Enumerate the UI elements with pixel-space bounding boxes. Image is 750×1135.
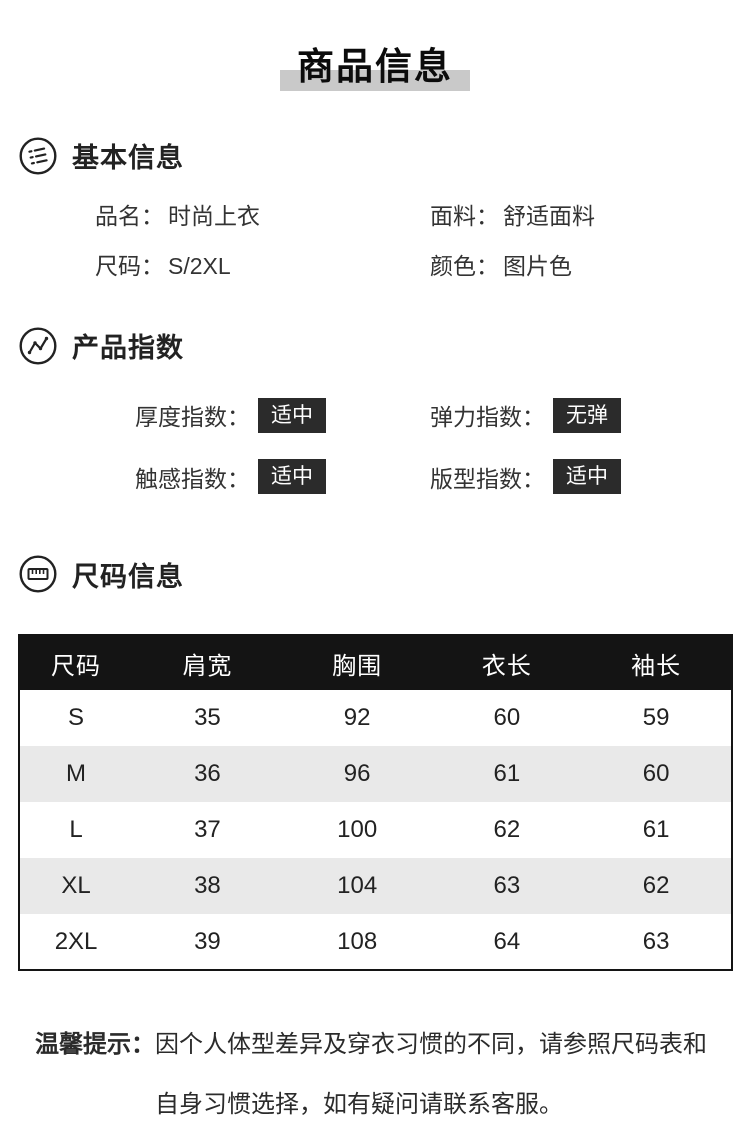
touch-badge: 适中 bbox=[258, 459, 326, 494]
table-cell: 96 bbox=[282, 746, 432, 802]
warm-tips-text: 因个人体型差异及穿衣习惯的不同，请参照尺码表和自身习惯选择，如有疑问请联系客服。 bbox=[155, 1015, 720, 1135]
field-product-name: 品名： 时尚上衣 bbox=[95, 202, 430, 232]
table-cell: 100 bbox=[282, 802, 432, 858]
product-index-heading: 产品指数 bbox=[72, 326, 184, 365]
table-cell: 36 bbox=[133, 746, 283, 802]
table-cell: 62 bbox=[432, 802, 582, 858]
field-size-range: 尺码： S/2XL bbox=[95, 252, 430, 282]
field-label: 弹力指数： bbox=[430, 398, 545, 432]
field-label: 触感指数： bbox=[135, 460, 250, 494]
table-cell: 62 bbox=[582, 858, 732, 914]
size-table-head: 尺码 肩宽 胸围 衣长 袖长 bbox=[19, 635, 732, 690]
table-cell: 104 bbox=[282, 858, 432, 914]
column-header-shoulder: 肩宽 bbox=[133, 635, 283, 690]
field-elasticity-index: 弹力指数： 无弹 bbox=[430, 398, 750, 433]
column-header-bust: 胸围 bbox=[282, 635, 432, 690]
warm-tips: 温馨提示： 因个人体型差异及穿衣习惯的不同，请参照尺码表和自身习惯选择，如有疑问… bbox=[0, 1015, 750, 1135]
field-fit-index: 版型指数： 适中 bbox=[430, 459, 750, 494]
field-label: 版型指数： bbox=[430, 460, 545, 494]
field-color: 颜色： 图片色 bbox=[430, 252, 750, 282]
table-cell: 63 bbox=[432, 858, 582, 914]
fit-badge: 适中 bbox=[553, 459, 621, 494]
field-value: 舒适面料 bbox=[503, 202, 595, 232]
thickness-badge: 适中 bbox=[258, 398, 326, 433]
table-row-l: L 37 100 62 61 bbox=[19, 802, 732, 858]
table-row-s: S 35 92 60 59 bbox=[19, 690, 732, 746]
table-cell: 108 bbox=[282, 914, 432, 970]
elasticity-badge: 无弹 bbox=[553, 398, 621, 433]
table-cell: 61 bbox=[432, 746, 582, 802]
size-table-header-row: 尺码 肩宽 胸围 衣长 袖长 bbox=[19, 635, 732, 690]
size-table: 尺码 肩宽 胸围 衣长 袖长 S 35 92 60 59 M 36 bbox=[18, 634, 733, 971]
column-header-size: 尺码 bbox=[19, 635, 133, 690]
table-cell: 39 bbox=[133, 914, 283, 970]
field-touch-index: 触感指数： 适中 bbox=[135, 459, 430, 494]
field-value: 图片色 bbox=[503, 252, 572, 282]
size-table-body: S 35 92 60 59 M 36 96 61 60 L 37 100 bbox=[19, 690, 732, 970]
section-basic-info: 基本信息 品名： 时尚上衣 面料： 舒适面料 尺码： S/2XL 颜色： 图片色 bbox=[0, 136, 750, 282]
list-icon bbox=[18, 136, 58, 176]
table-cell: 60 bbox=[582, 746, 732, 802]
column-header-length: 衣长 bbox=[432, 635, 582, 690]
field-value: S/2XL bbox=[168, 252, 231, 282]
basic-info-heading-row: 基本信息 bbox=[0, 136, 750, 176]
size-info-heading-row: 尺码信息 bbox=[0, 554, 750, 594]
column-header-sleeve: 袖长 bbox=[582, 635, 732, 690]
table-row-m: M 36 96 61 60 bbox=[19, 746, 732, 802]
table-cell: 2XL bbox=[19, 914, 133, 970]
product-index-fields: 厚度指数： 适中 弹力指数： 无弹 触感指数： 适中 版型指数： 适中 bbox=[0, 398, 750, 495]
field-label: 面料： bbox=[430, 202, 499, 232]
table-cell: 35 bbox=[133, 690, 283, 746]
table-cell: 61 bbox=[582, 802, 732, 858]
table-cell: L bbox=[19, 802, 133, 858]
section-size-info: 尺码信息 尺码 肩宽 胸围 衣长 袖长 S 35 92 60 59 bbox=[0, 554, 750, 971]
table-cell: 60 bbox=[432, 690, 582, 746]
page-title-text: 商品信息 bbox=[297, 46, 453, 87]
basic-info-fields: 品名： 时尚上衣 面料： 舒适面料 尺码： S/2XL 颜色： 图片色 bbox=[0, 202, 750, 282]
table-cell: 59 bbox=[582, 690, 732, 746]
table-cell: 92 bbox=[282, 690, 432, 746]
table-cell: XL bbox=[19, 858, 133, 914]
warm-tips-label: 温馨提示： bbox=[35, 1015, 155, 1075]
ruler-icon bbox=[18, 554, 58, 594]
field-thickness-index: 厚度指数： 适中 bbox=[135, 398, 430, 433]
section-product-index: 产品指数 厚度指数： 适中 弹力指数： 无弹 触感指数： 适中 版型指数： 适中 bbox=[0, 326, 750, 495]
trend-chart-icon bbox=[18, 326, 58, 366]
table-cell: 63 bbox=[582, 914, 732, 970]
field-label: 品名： bbox=[95, 202, 164, 232]
table-cell: 37 bbox=[133, 802, 283, 858]
table-row-xl: XL 38 104 63 62 bbox=[19, 858, 732, 914]
field-fabric: 面料： 舒适面料 bbox=[430, 202, 750, 232]
size-info-heading: 尺码信息 bbox=[72, 555, 184, 594]
basic-info-heading: 基本信息 bbox=[72, 136, 184, 175]
field-label: 尺码： bbox=[95, 252, 164, 282]
table-cell: 64 bbox=[432, 914, 582, 970]
product-index-heading-row: 产品指数 bbox=[0, 326, 750, 366]
field-label: 颜色： bbox=[430, 252, 499, 282]
page-header: 商品信息 bbox=[0, 0, 750, 92]
table-row-2xl: 2XL 39 108 64 63 bbox=[19, 914, 732, 970]
table-cell: 38 bbox=[133, 858, 283, 914]
field-label: 厚度指数： bbox=[135, 398, 250, 432]
table-cell: S bbox=[19, 690, 133, 746]
table-cell: M bbox=[19, 746, 133, 802]
field-value: 时尚上衣 bbox=[168, 202, 260, 232]
page-title: 商品信息 bbox=[297, 42, 453, 92]
